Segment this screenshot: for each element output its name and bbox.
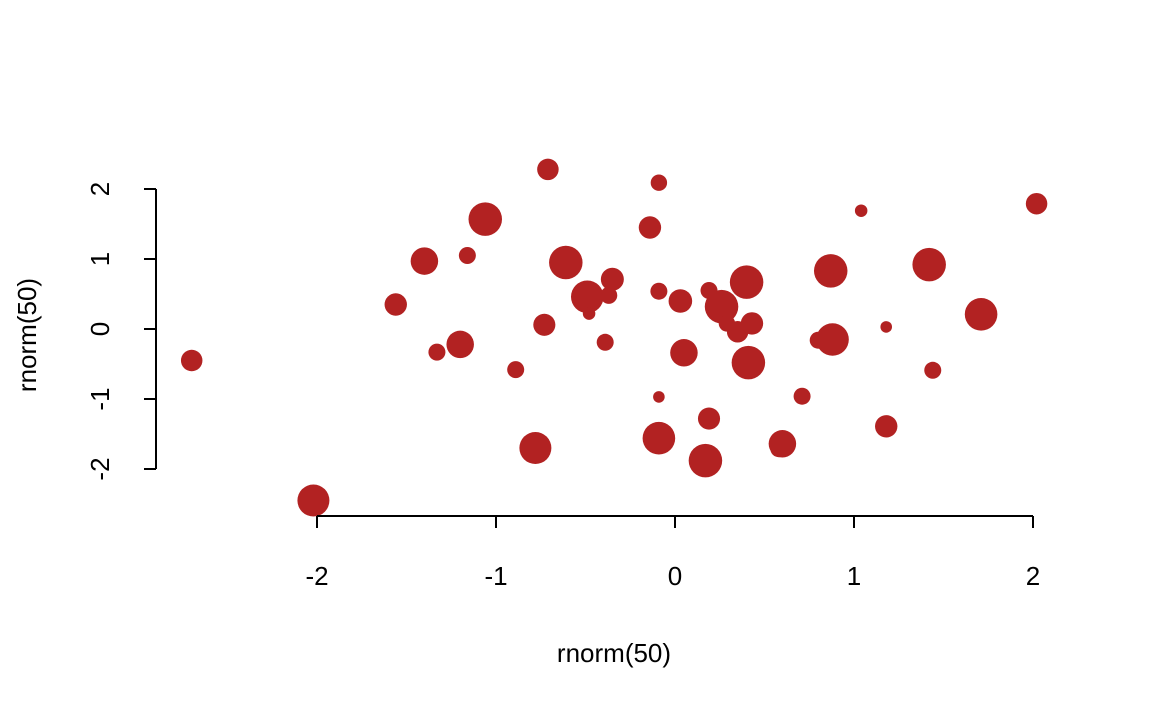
y-tick-label: -2 [85,457,115,480]
data-point [768,430,797,458]
y-axis-ticks: -2 -1 0 1 2 [85,182,156,481]
data-point [729,265,764,299]
x-tick-label: -1 [484,561,507,591]
data-point [688,443,723,478]
x-tick-label: -2 [305,561,328,591]
data-point [537,158,559,181]
data-point [519,432,552,464]
data-point [964,298,998,331]
data-point [428,343,446,361]
y-tick-label: 2 [85,182,115,196]
data-point [854,204,868,217]
data-point [816,323,849,356]
data-point [638,216,662,239]
data-point [600,267,624,291]
data-point [458,247,476,264]
axes-layer [155,189,1033,517]
x-tick-label: 1 [847,561,861,591]
y-axis-label: rnorm(50) [12,278,42,392]
x-tick-label: 0 [668,561,682,591]
data-point [549,245,583,280]
data-point [875,415,898,438]
data-point [384,293,407,316]
data-point [642,421,676,455]
data-point [670,339,698,367]
data-point [600,286,618,304]
data-point [653,391,665,403]
data-point [410,247,439,275]
data-point [650,282,668,300]
x-tick-label: 2 [1026,561,1040,591]
data-point [924,361,942,379]
data-point [813,254,848,288]
data-point [297,484,330,517]
data-point [668,289,693,313]
data-point [533,313,556,336]
y-tick-label: 1 [85,252,115,266]
data-point [1025,192,1048,215]
data-point [704,289,739,324]
y-tick-label: 0 [85,322,115,336]
data-point [446,330,474,359]
data-point [650,174,668,191]
data-point [912,247,946,282]
data-point [468,202,503,236]
data-point [880,321,893,333]
x-axis-label: rnorm(50) [557,638,671,668]
x-axis-ticks: -2 -1 0 1 2 [305,516,1040,591]
points-layer [180,158,1048,517]
data-point [582,307,596,320]
data-point [793,387,811,405]
data-point [507,361,525,379]
data-point [740,312,764,335]
data-point [731,345,766,380]
data-point [697,407,721,430]
data-point [180,349,203,372]
data-point [596,333,614,351]
data-point [570,280,604,314]
y-tick-label: -1 [85,387,115,410]
